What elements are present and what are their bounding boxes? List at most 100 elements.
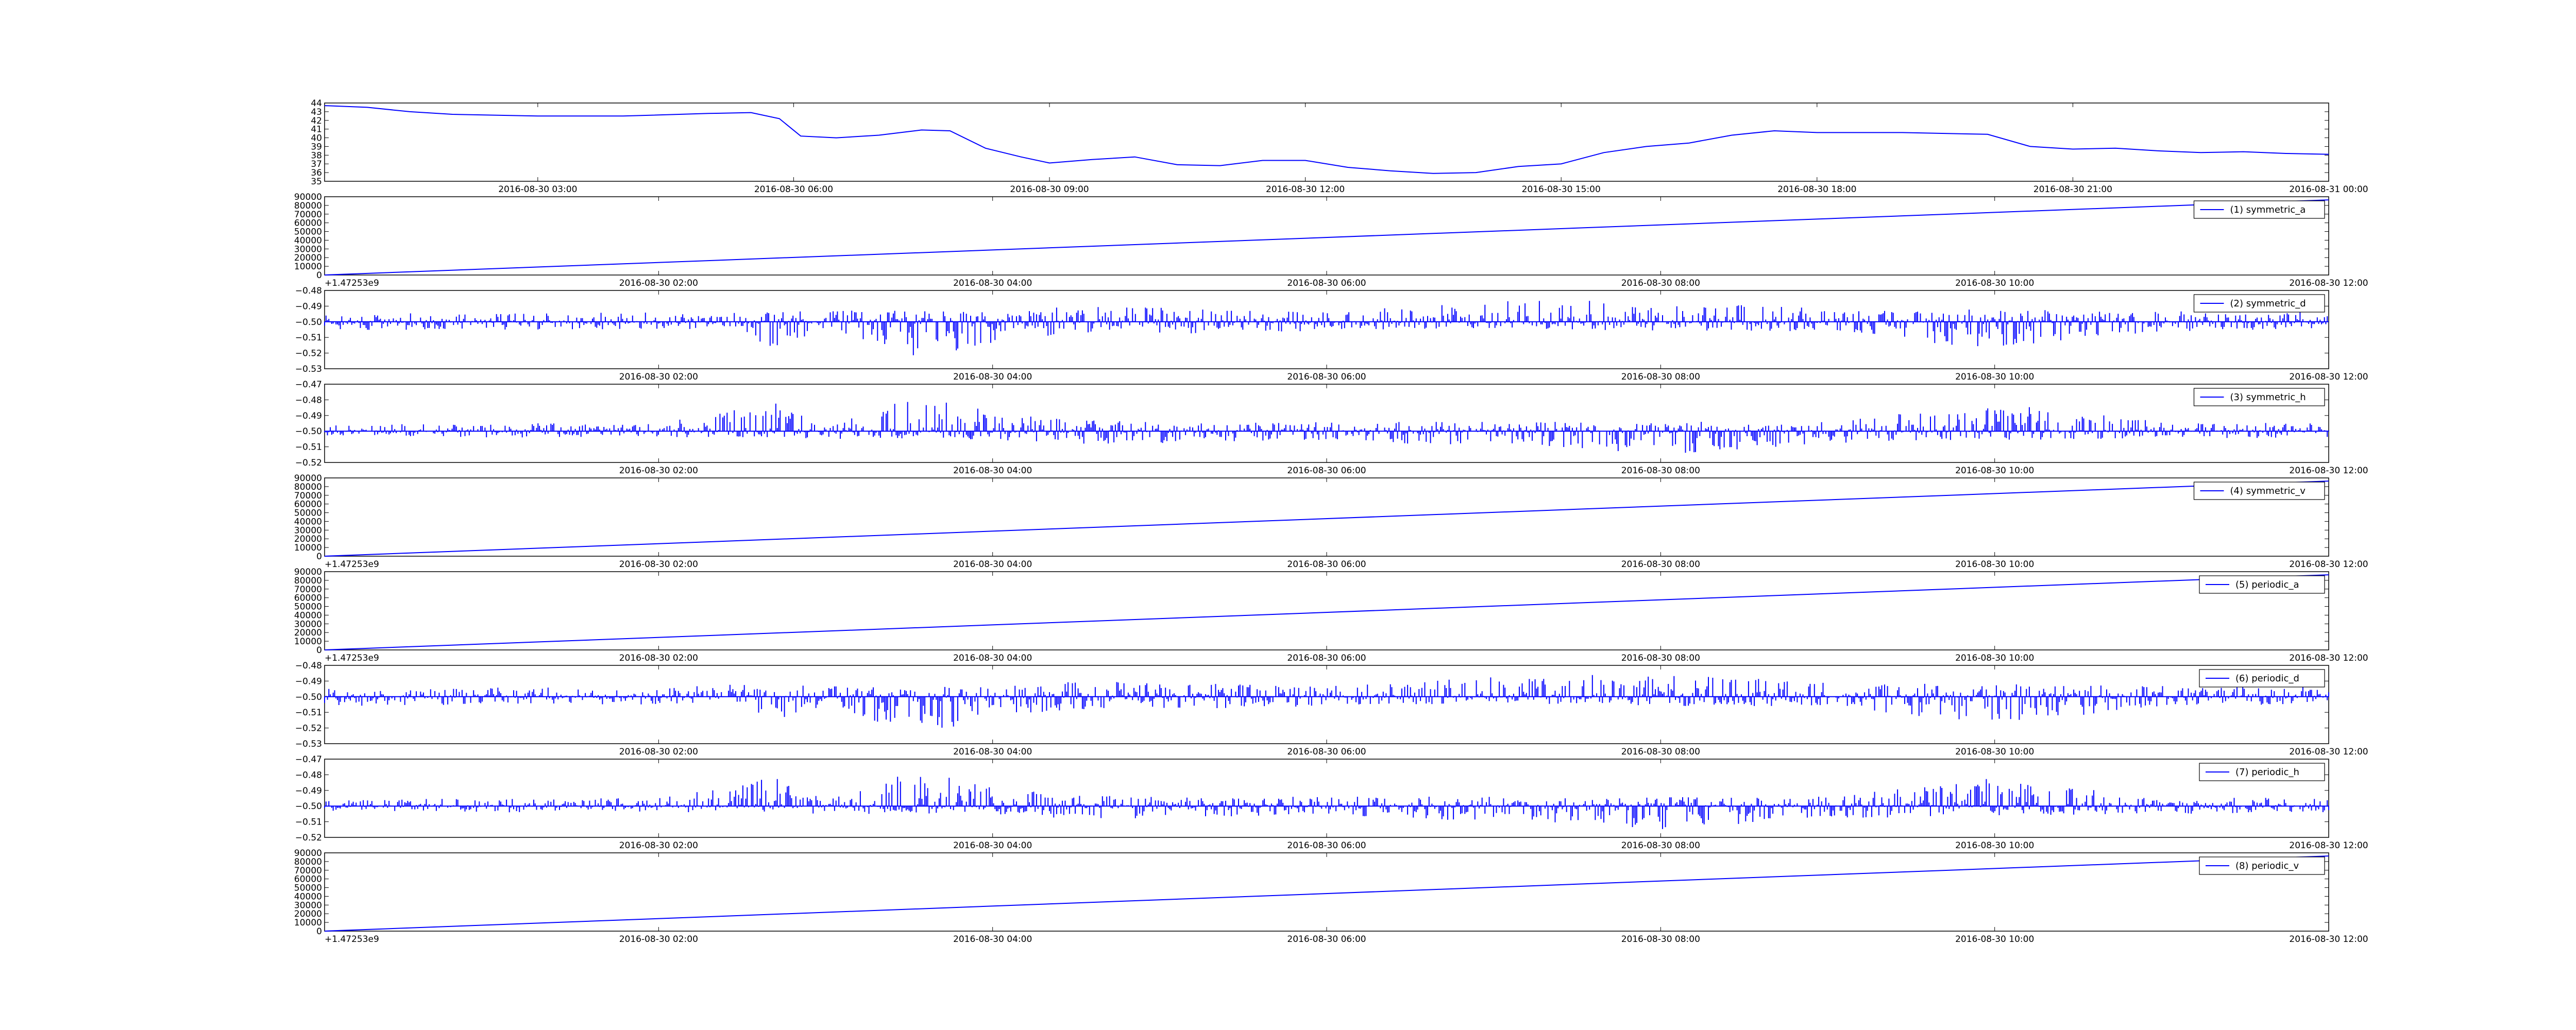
x-tick-label: 2016-08-30 10:00 — [1955, 934, 2034, 945]
x-tick-label: 2016-08-31 00:00 — [2289, 184, 2368, 195]
y-tick-label: −0.49 — [295, 411, 322, 421]
y-tick-label: 70000 — [294, 210, 322, 220]
legend-label: (2) symmetric_d — [2230, 298, 2306, 309]
y-tick-label: 70000 — [294, 585, 322, 595]
subplot-9: 0100002000030000400005000060000700008000… — [294, 848, 2368, 945]
y-tick-label: 40000 — [294, 517, 322, 527]
y-tick-label: −0.48 — [295, 661, 322, 671]
x-tick-label: 2016-08-30 06:00 — [1287, 934, 1366, 945]
y-tick-label: 30000 — [294, 525, 322, 536]
legend-label: (6) periodic_d — [2235, 673, 2299, 684]
y-tick-label: −0.51 — [295, 333, 322, 343]
y-tick-label: 90000 — [294, 567, 322, 577]
offset-text: +1.47253e9 — [325, 934, 379, 945]
y-tick-label: 39 — [311, 142, 322, 152]
x-tick-label: 2016-08-30 08:00 — [1621, 934, 1700, 945]
y-tick-label: 44 — [311, 98, 322, 109]
y-tick-label: 37 — [311, 159, 322, 169]
x-tick-label: 2016-08-30 12:00 — [1266, 184, 1345, 195]
y-tick-label: −0.51 — [295, 817, 322, 828]
y-tick-label: 10000 — [294, 637, 322, 647]
x-tick-label: 2016-08-30 08:00 — [1621, 653, 1700, 663]
x-tick-label: 2016-08-30 02:00 — [619, 372, 698, 382]
y-tick-label: −0.50 — [295, 317, 322, 328]
x-tick-label: 2016-08-30 10:00 — [1955, 747, 2034, 757]
x-tick-label: 2016-08-30 10:00 — [1955, 840, 2034, 851]
x-tick-label: 2016-08-30 10:00 — [1955, 372, 2034, 382]
x-tick-label: 2016-08-30 12:00 — [2289, 840, 2368, 851]
y-tick-label: 20000 — [294, 534, 322, 544]
legend-box — [2199, 856, 2325, 875]
y-tick-label: −0.49 — [295, 786, 322, 796]
y-tick-label: 20000 — [294, 909, 322, 919]
subplot-7: −0.53 −0.52 −0.51 −0.50 −0.49 −0.48 2016-08-30… — [295, 661, 2368, 757]
legend-label: (4) symmetric_v — [2230, 486, 2306, 496]
y-tick-label: −0.51 — [295, 442, 322, 453]
y-tick-label: −0.48 — [295, 770, 322, 780]
x-tick-label: 2016-08-30 12:00 — [2289, 747, 2368, 757]
y-tick-label: 0 — [316, 926, 322, 937]
x-tick-label: 2016-08-30 12:00 — [2289, 559, 2368, 570]
x-tick-label: 2016-08-30 08:00 — [1621, 278, 1700, 288]
y-tick-label: 10000 — [294, 543, 322, 553]
y-tick-label: 10000 — [294, 262, 322, 272]
legend: (5) periodic_a — [2199, 575, 2325, 594]
x-tick-label: 2016-08-30 08:00 — [1621, 559, 1700, 570]
y-tick-label: 50000 — [294, 508, 322, 519]
x-tick-label: 2016-08-30 12:00 — [2289, 466, 2368, 476]
x-tick-label: 2016-08-30 10:00 — [1955, 466, 2034, 476]
x-tick-label: 2016-08-30 06:00 — [1287, 466, 1366, 476]
y-tick-label: 60000 — [294, 500, 322, 510]
subplot-4: −0.52 −0.51 −0.50 −0.49 −0.48 −0.47 2016-08-30… — [295, 380, 2368, 476]
y-tick-label: 70000 — [294, 866, 322, 876]
y-tick-label: −0.52 — [295, 349, 322, 359]
y-tick-label: 36 — [311, 168, 322, 178]
offset-text: +1.47253e9 — [325, 278, 379, 288]
series-line — [324, 199, 2329, 276]
x-tick-label: 2016-08-30 02:00 — [619, 466, 698, 476]
x-tick-label: 2016-08-30 02:00 — [619, 559, 698, 570]
y-tick-label: 90000 — [294, 473, 322, 484]
legend-label: (1) symmetric_a — [2230, 204, 2306, 215]
y-tick-label: −0.53 — [295, 364, 322, 374]
y-tick-label: 60000 — [294, 218, 322, 229]
x-tick-label: 2016-08-30 02:00 — [619, 934, 698, 945]
y-tick-label: 42 — [311, 116, 322, 126]
legend: (2) symmetric_d — [2193, 294, 2325, 313]
subplot-2: 0100002000030000400005000060000700008000… — [294, 192, 2368, 288]
x-tick-label: 2016-08-30 12:00 — [2289, 278, 2368, 288]
x-tick-label: 2016-08-30 06:00 — [1287, 747, 1366, 757]
x-tick-label: 2016-08-30 04:00 — [953, 372, 1032, 382]
y-tick-label: 50000 — [294, 602, 322, 612]
x-tick-label: 2016-08-30 02:00 — [619, 747, 698, 757]
x-tick-label: 2016-08-30 02:00 — [619, 278, 698, 288]
x-tick-label: 2016-08-30 15:00 — [1522, 184, 1601, 195]
x-tick-label: 2016-08-30 12:00 — [2289, 653, 2368, 663]
x-tick-label: 2016-08-30 21:00 — [2033, 184, 2112, 195]
subplot-5: 0100002000030000400005000060000700008000… — [294, 473, 2368, 570]
x-tick-label: 2016-08-30 08:00 — [1621, 372, 1700, 382]
y-tick-label: 50000 — [294, 883, 322, 894]
legend: (7) periodic_h — [2199, 763, 2325, 781]
x-tick-label: 2016-08-30 04:00 — [953, 653, 1032, 663]
subplot-3: −0.53 −0.52 −0.51 −0.50 −0.49 −0.48 2016-08-30… — [295, 286, 2368, 382]
y-tick-label: 90000 — [294, 848, 322, 859]
x-tick-label: 2016-08-30 04:00 — [953, 747, 1032, 757]
x-tick-label: 2016-08-30 08:00 — [1621, 466, 1700, 476]
y-tick-label: 80000 — [294, 576, 322, 586]
y-tick-label: −0.53 — [295, 739, 322, 749]
x-tick-label: 2016-08-30 08:00 — [1621, 840, 1700, 851]
legend-label: (8) periodic_v — [2235, 861, 2299, 871]
series-line — [324, 105, 2329, 174]
y-tick-label: 80000 — [294, 482, 322, 492]
y-tick-label: −0.52 — [295, 458, 322, 468]
y-tick-label: −0.52 — [295, 724, 322, 734]
y-tick-label: 35 — [311, 177, 322, 187]
y-tick-label: 40000 — [294, 235, 322, 246]
y-tick-label: 0 — [316, 645, 322, 656]
y-tick-label: −0.48 — [295, 395, 322, 405]
axes-frame — [324, 102, 2329, 182]
